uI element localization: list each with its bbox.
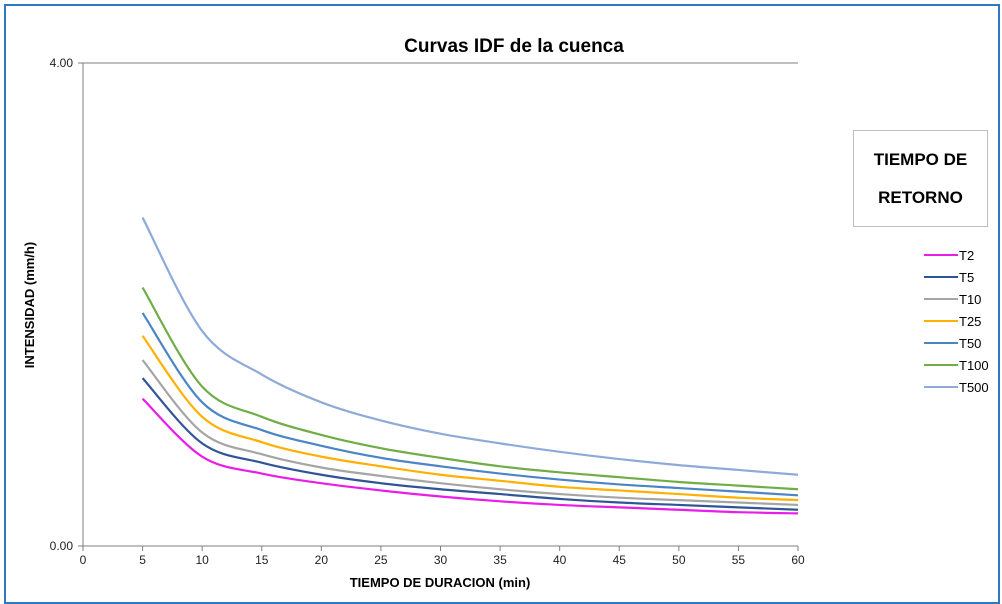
legend-label-t50: T50 xyxy=(959,336,981,351)
y-axis-title: INTENSIDAD (mm/h) xyxy=(22,242,37,368)
x-tick-label: 35 xyxy=(493,553,507,567)
series-line-t25 xyxy=(141,335,799,502)
x-axis-title: TIEMPO DE DURACION (min) xyxy=(350,575,531,590)
series-line-t500 xyxy=(141,217,799,476)
x-tick-label: 45 xyxy=(613,553,627,567)
x-tick-label: 55 xyxy=(732,553,746,567)
series-line-t50 xyxy=(141,312,799,497)
x-tick-label: 0 xyxy=(80,553,87,567)
series-line-t5 xyxy=(141,377,799,511)
legend-label-t500: T500 xyxy=(959,380,989,395)
x-tick-label: 60 xyxy=(791,553,805,567)
legend-label-t100: T100 xyxy=(959,358,989,373)
legend-label-t2: T2 xyxy=(959,248,974,263)
legend-title-box: TIEMPO DE RETORNO xyxy=(853,130,988,227)
series-line-t2 xyxy=(141,397,799,515)
x-tick-label: 20 xyxy=(315,553,329,567)
x-tick-label: 10 xyxy=(195,553,209,567)
series-line-t10 xyxy=(141,359,799,507)
x-tick-label: 50 xyxy=(672,553,686,567)
legend-label-t5: T5 xyxy=(959,270,974,285)
series-line-t100 xyxy=(141,287,799,491)
legend-label-t10: T10 xyxy=(959,292,981,307)
series-group xyxy=(141,217,799,515)
idf-chart: Curvas IDF de la cuenca INTENSIDAD (mm/h… xyxy=(22,36,989,590)
x-tick-label: 30 xyxy=(434,553,448,567)
y-tick-label: 4.00 xyxy=(50,56,74,70)
x-tick-label: 15 xyxy=(255,553,269,567)
axes: 0 5 10 15 20 25 30 35 40 45 50 55 60 0.00 4.00 xyxy=(50,56,805,567)
y-tick-label: 0.00 xyxy=(50,539,74,553)
x-tick-label: 40 xyxy=(553,553,567,567)
chart-title: Curvas IDF de la cuenca xyxy=(404,36,624,57)
legend-title: TIEMPO DE RETORNO xyxy=(873,149,968,207)
legend-label-t25: T25 xyxy=(959,314,981,329)
x-tick-label: 25 xyxy=(374,553,388,567)
x-tick-label: 5 xyxy=(139,553,146,567)
legend: T2 T5 T10 T25 T50 T100 T500 xyxy=(924,248,989,395)
